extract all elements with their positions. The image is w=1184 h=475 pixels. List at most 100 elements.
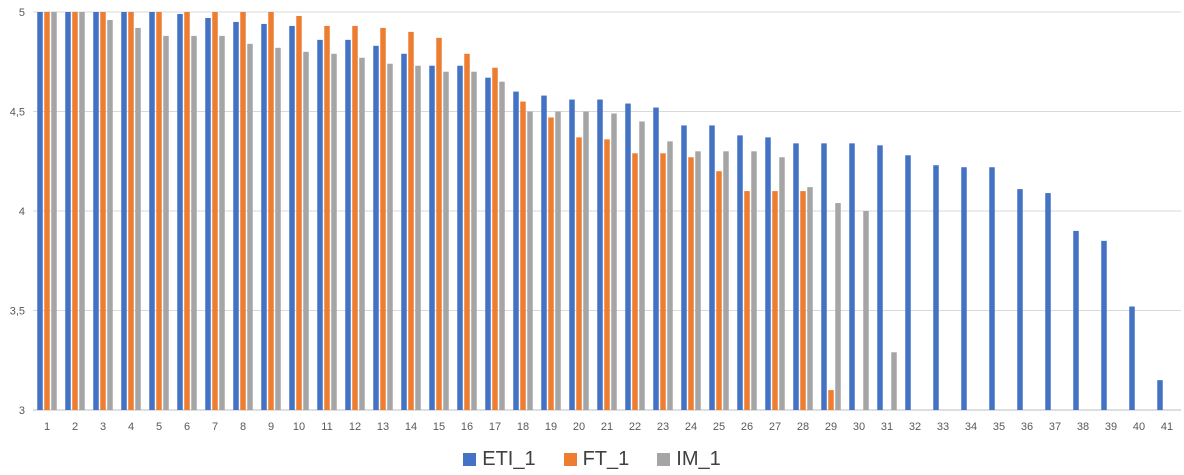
bar-eti-1-7 <box>205 17 211 410</box>
bar-im-1-9 <box>275 47 281 410</box>
legend: ETI_1 FT_1 IM_1 <box>0 446 1184 472</box>
x-tick-label: 28 <box>797 421 809 433</box>
bar-eti-1-3 <box>93 12 99 410</box>
bar-eti-1-24 <box>681 125 687 411</box>
legend-item-eti: ETI_1 <box>463 448 536 471</box>
legend-label-im: IM_1 <box>676 447 721 470</box>
x-tick-label: 37 <box>1049 421 1061 433</box>
bar-eti-1-36 <box>1017 189 1023 410</box>
bar-im-1-12 <box>359 57 365 411</box>
bar-ft-1-2 <box>72 12 78 410</box>
bar-ft-1-10 <box>296 15 302 410</box>
y-tick-label: 3,5 <box>10 306 25 318</box>
x-tick-label: 24 <box>685 421 697 433</box>
bar-im-1-3 <box>107 19 113 411</box>
x-axis-ticks: 1 2 3 4 5 6 7 8 9 10 11 12 13 14 15 16 17 18 19 20 21 22 23 24 2… <box>44 421 1173 433</box>
x-tick-label: 12 <box>349 421 361 433</box>
bar-im-1-4 <box>135 27 141 410</box>
bar-eti-1-38 <box>1073 230 1079 410</box>
bar-eti-1-23 <box>653 107 659 411</box>
x-tick-label: 10 <box>293 421 305 433</box>
y-axis-ticks: 3 3,5 4 4,5 5 <box>10 7 25 417</box>
bar-ft-1-5 <box>156 12 162 410</box>
bar-im-1-17 <box>499 81 505 411</box>
bar-eti-1-6 <box>177 13 183 411</box>
bar-ft-1-6 <box>184 12 190 410</box>
bar-eti-1-31 <box>877 145 883 410</box>
bar-im-1-23 <box>667 141 673 410</box>
bar-im-1-26 <box>751 151 757 411</box>
x-tick-label: 34 <box>965 421 977 433</box>
legend-label-ft: FT_1 <box>582 447 630 470</box>
x-tick-label: 3 <box>100 421 106 433</box>
x-tick-label: 4 <box>128 421 134 433</box>
bar-im-1-25 <box>723 151 729 411</box>
bar-im-1-24 <box>695 151 701 411</box>
legend-swatch-im <box>657 452 671 466</box>
x-tick-label: 39 <box>1105 421 1117 433</box>
bar-im-1-6 <box>191 35 197 410</box>
x-tick-label: 35 <box>993 421 1005 433</box>
x-tick-label: 32 <box>909 421 921 433</box>
bar-eti-1-35 <box>989 167 995 410</box>
bar-ft-1-7 <box>212 12 218 410</box>
x-tick-label: 41 <box>1161 421 1173 433</box>
bar-ft-1-13 <box>380 27 386 410</box>
bar-im-1-28 <box>807 187 813 410</box>
bar-eti-1-29 <box>821 143 827 410</box>
legend-swatch-ft <box>563 452 577 466</box>
x-tick-label: 7 <box>212 421 218 433</box>
legend-item-im: IM_1 <box>657 447 721 471</box>
y-tick-label: 4 <box>19 206 25 218</box>
x-tick-label: 15 <box>433 421 445 433</box>
bar-eti-1-4 <box>121 12 127 410</box>
bar-im-1-19 <box>555 111 561 410</box>
x-tick-label: 33 <box>937 421 949 433</box>
bar-eti-1-32 <box>905 155 911 410</box>
bar-eti-1-37 <box>1045 193 1051 410</box>
bar-ft-1-22 <box>632 153 638 411</box>
bar-ft-1-17 <box>492 67 498 410</box>
x-tick-label: 1 <box>44 421 50 433</box>
x-tick-label: 19 <box>545 421 557 433</box>
bar-im-1-8 <box>247 43 253 411</box>
bar-ft-1-29 <box>828 390 834 410</box>
x-tick-label: 13 <box>377 421 389 433</box>
bar-eti-1-8 <box>233 21 239 410</box>
bar-ft-1-11 <box>324 25 330 411</box>
x-tick-label: 2 <box>72 421 78 433</box>
bar-eti-1-41 <box>1157 380 1163 410</box>
bar-ft-1-16 <box>464 53 470 410</box>
bar-im-1-21 <box>611 113 617 411</box>
bar-im-1-20 <box>583 111 589 410</box>
x-tick-label: 29 <box>825 421 837 433</box>
bar-eti-1-16 <box>457 65 463 410</box>
bar-ft-1-8 <box>240 12 246 410</box>
x-tick-label: 21 <box>601 421 613 433</box>
x-tick-label: 23 <box>657 421 669 433</box>
bar-chart: 33,544,55 1 2 3 4 5 6 7 8 9 10 11 12 13 14 15 16 17 18 19 2… <box>10 7 1181 433</box>
bar-im-1-27 <box>779 157 785 410</box>
bars <box>37 12 1163 411</box>
bar-ft-1-26 <box>744 191 750 410</box>
bar-im-1-10 <box>303 51 309 411</box>
x-tick-label: 6 <box>184 421 190 433</box>
legend-swatch-eti <box>463 452 477 466</box>
bar-eti-1-2 <box>65 12 71 410</box>
bar-im-1-29 <box>835 203 841 410</box>
bar-ft-1-27 <box>772 191 778 410</box>
x-tick-label: 14 <box>405 421 417 433</box>
y-tick-label: 5 <box>19 7 25 19</box>
bar-eti-1-5 <box>149 12 155 410</box>
bar-eti-1-19 <box>541 95 547 410</box>
bar-ft-1-19 <box>548 117 554 410</box>
x-tick-label: 31 <box>881 421 893 433</box>
bar-ft-1-12 <box>352 25 358 411</box>
bar-eti-1-28 <box>793 143 799 410</box>
bar-im-1-14 <box>415 65 421 410</box>
bar-ft-1-23 <box>660 153 666 411</box>
x-tick-label: 9 <box>268 421 274 433</box>
bar-ft-1-9 <box>268 12 274 410</box>
bar-eti-1-39 <box>1101 240 1107 410</box>
bar-ft-1-3 <box>100 12 106 410</box>
